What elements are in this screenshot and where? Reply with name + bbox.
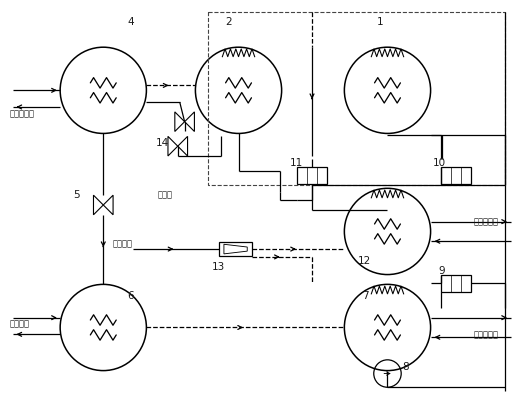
Bar [219, 242, 252, 256]
Text: 驱动热介质: 驱动热介质 [474, 217, 499, 226]
Text: 12: 12 [357, 256, 371, 266]
Text: 4: 4 [127, 17, 134, 27]
Text: 被加热介质: 被加热介质 [474, 331, 499, 340]
Bar [297, 167, 327, 184]
Text: 13: 13 [212, 262, 225, 272]
Text: 被加热介质: 被加热介质 [9, 109, 34, 118]
Text: 11: 11 [290, 158, 303, 168]
Text: 2: 2 [225, 17, 232, 27]
Text: 余热介质: 余热介质 [9, 319, 29, 328]
Text: 驱动蒸汽: 驱动蒸汽 [113, 239, 133, 249]
Text: 14: 14 [155, 138, 169, 148]
Text: 6: 6 [127, 291, 134, 301]
Text: 1: 1 [376, 17, 383, 27]
Text: 8: 8 [402, 361, 409, 372]
Bar [441, 275, 471, 292]
Text: 凝结水: 凝结水 [157, 191, 172, 200]
Text: 10: 10 [433, 158, 446, 168]
Bar [441, 167, 471, 184]
Text: 5: 5 [73, 190, 80, 200]
Text: 9: 9 [438, 266, 445, 276]
Text: 7: 7 [363, 291, 369, 301]
